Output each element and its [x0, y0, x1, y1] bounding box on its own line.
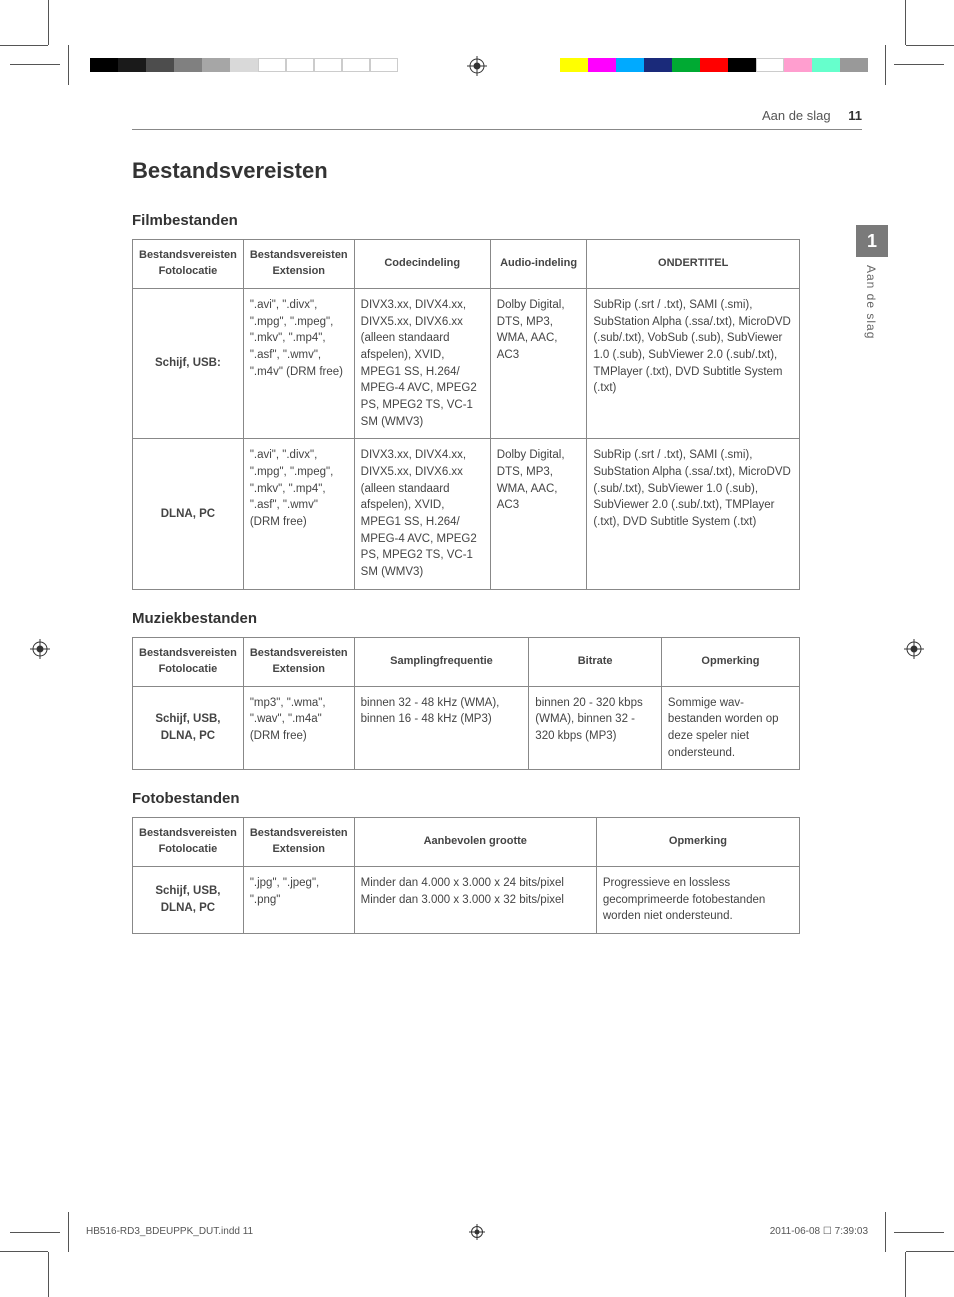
color-swatch [90, 58, 118, 72]
crop-line [0, 45, 48, 46]
color-swatch [672, 58, 700, 72]
color-swatch [174, 58, 202, 72]
color-swatch [812, 58, 840, 72]
color-swatch [146, 58, 174, 72]
table-header: ONDERTITEL [587, 240, 800, 289]
crop-line [48, 1252, 49, 1297]
table-header: Audio-indeling [490, 240, 587, 289]
side-tab-text: Aan de slag [856, 265, 878, 339]
table-header: Bestandsvereisten Extension [243, 818, 354, 867]
photo-table: Bestandsvereisten Fotolocatie Bestandsve… [132, 817, 800, 934]
table-header: Bestandsvereisten Extension [243, 637, 354, 686]
registration-mark-icon [30, 639, 50, 659]
color-swatch [700, 58, 728, 72]
table-cell: Sommige wav-bestanden worden op deze spe… [661, 686, 799, 770]
crop-line [906, 45, 954, 46]
crop-line [48, 0, 49, 45]
color-swatch [784, 58, 812, 72]
table-cell: Dolby Digital, DTS, MP3, WMA, AAC, AC3 [490, 439, 587, 589]
table-row: Schijf, USB: ".avi", ".divx", ".mpg", ".… [133, 288, 800, 438]
crop-line [894, 1232, 944, 1233]
table-cell: DLNA, PC [133, 439, 244, 589]
table-cell: Schijf, USB: [133, 288, 244, 438]
table-row: Schijf, USB, DLNA, PC "mp3", ".wma", ".w… [133, 686, 800, 770]
table-header: Samplingfrequentie [354, 637, 529, 686]
table-cell: Minder dan 4.000 x 3.000 x 24 bits/pixel… [354, 867, 596, 934]
crop-line [905, 1252, 906, 1297]
table-cell: Progressieve en lossless gecomprimeerde … [596, 867, 799, 934]
side-tab: 1 Aan de slag [856, 225, 888, 339]
table-cell: ".jpg", ".jpeg", ".png" [243, 867, 354, 934]
page-header: Aan de slag 11 [132, 108, 862, 130]
table-header: Bestandsvereisten Fotolocatie [133, 818, 244, 867]
registration-mark-icon [904, 639, 924, 659]
table-cell: SubRip (.srt / .txt), SAMI (.smi), SubSt… [587, 439, 800, 589]
crop-line [906, 1251, 954, 1252]
table-cell: Dolby Digital, DTS, MP3, WMA, AAC, AC3 [490, 288, 587, 438]
table-cell: binnen 32 - 48 kHz (WMA), binnen 16 - 48… [354, 686, 529, 770]
color-swatch [588, 58, 616, 72]
crop-line [885, 45, 886, 85]
table-header: Bestandsvereisten Extension [243, 240, 354, 289]
color-swatch [118, 58, 146, 72]
film-subtitle: Filmbestanden [132, 212, 800, 229]
color-swatch [258, 58, 286, 72]
page-footer: HB516-RD3_BDEUPPK_DUT.indd 11 2011-06-08… [86, 1226, 868, 1237]
crop-line [894, 64, 944, 65]
crop-line [885, 1212, 886, 1252]
table-header: Aanbevolen grootte [354, 818, 596, 867]
footer-filename: HB516-RD3_BDEUPPK_DUT.indd 11 [86, 1226, 253, 1237]
crop-line [10, 64, 60, 65]
page-content: Bestandsvereisten Filmbestanden Bestands… [132, 158, 800, 934]
table-cell: "mp3", ".wma", ".wav", ".m4a" (DRM free) [243, 686, 354, 770]
color-bar-right [560, 58, 868, 72]
footer-timestamp: 2011-06-08 ☐ 7:39:03 [770, 1226, 868, 1237]
registration-mark-icon [467, 56, 487, 76]
table-cell: DIVX3.xx, DIVX4.xx, DIVX5.xx, DIVX6.xx (… [354, 439, 490, 589]
color-swatch [202, 58, 230, 72]
color-swatch [286, 58, 314, 72]
table-cell: Schijf, USB, DLNA, PC [133, 686, 244, 770]
registration-mark-icon [469, 1224, 485, 1243]
color-swatch [560, 58, 588, 72]
color-swatch [314, 58, 342, 72]
side-tab-number: 1 [856, 225, 888, 257]
crop-line [905, 0, 906, 45]
crop-line [0, 1251, 48, 1252]
color-swatch [370, 58, 398, 72]
music-table: Bestandsvereisten Fotolocatie Bestandsve… [132, 637, 800, 771]
table-header: Opmerking [661, 637, 799, 686]
crop-line [68, 45, 69, 85]
table-header: Codecindeling [354, 240, 490, 289]
photo-subtitle: Fotobestanden [132, 790, 800, 807]
table-row: Schijf, USB, DLNA, PC ".jpg", ".jpeg", "… [133, 867, 800, 934]
table-cell: binnen 20 - 320 kbps (WMA), binnen 32 - … [529, 686, 662, 770]
color-swatch [342, 58, 370, 72]
color-swatch [644, 58, 672, 72]
color-swatch [728, 58, 756, 72]
film-table: Bestandsvereisten Fotolocatie Bestandsve… [132, 239, 800, 590]
color-swatch [756, 58, 784, 72]
table-cell: DIVX3.xx, DIVX4.xx, DIVX5.xx, DIVX6.xx (… [354, 288, 490, 438]
table-header: Opmerking [596, 818, 799, 867]
header-page-number: 11 [848, 108, 862, 123]
crop-line [68, 1212, 69, 1252]
color-swatch [230, 58, 258, 72]
color-bar-left [90, 58, 398, 72]
table-cell: ".avi", ".divx", ".mpg", ".mpeg", ".mkv"… [243, 439, 354, 589]
table-cell: SubRip (.srt / .txt), SAMI (.smi), SubSt… [587, 288, 800, 438]
color-swatch [616, 58, 644, 72]
music-subtitle: Muziekbestanden [132, 610, 800, 627]
table-cell: Schijf, USB, DLNA, PC [133, 867, 244, 934]
crop-line [10, 1232, 60, 1233]
section-title: Bestandsvereisten [132, 158, 800, 184]
table-header: Bestandsvereisten Fotolocatie [133, 240, 244, 289]
header-section-title: Aan de slag [762, 108, 831, 123]
color-swatch [840, 58, 868, 72]
table-cell: ".avi", ".divx", ".mpg", ".mpeg", ".mkv"… [243, 288, 354, 438]
table-row: DLNA, PC ".avi", ".divx", ".mpg", ".mpeg… [133, 439, 800, 589]
table-header: Bestandsvereisten Fotolocatie [133, 637, 244, 686]
table-header: Bitrate [529, 637, 662, 686]
